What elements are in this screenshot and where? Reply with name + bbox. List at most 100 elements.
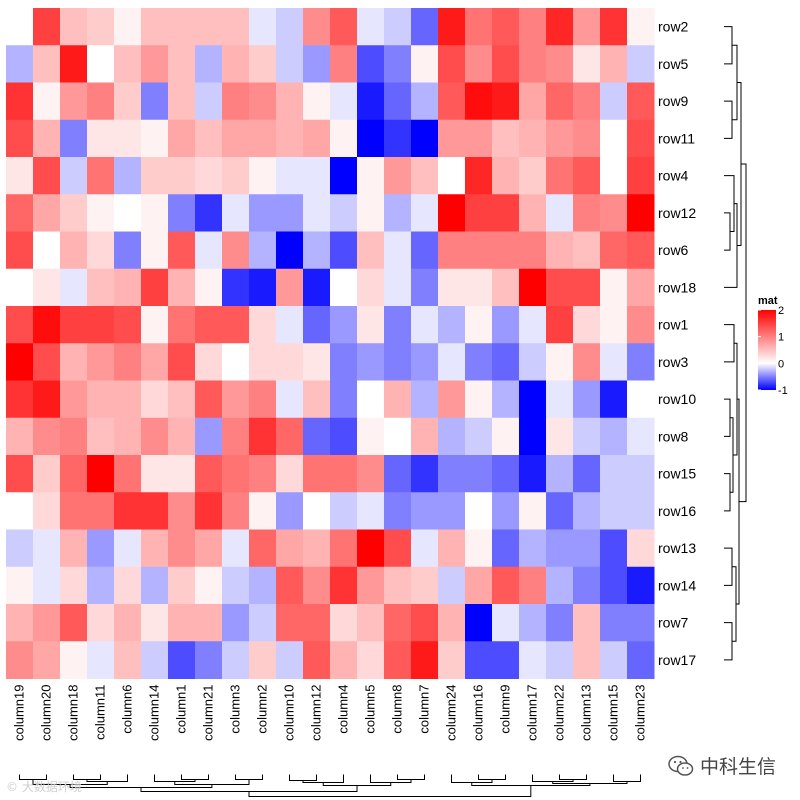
heatmap-cell xyxy=(546,231,574,270)
heatmap-cell xyxy=(6,529,34,568)
column-dendrogram-branch xyxy=(235,774,263,780)
heatmap-cell xyxy=(87,417,115,456)
heatmap-cell xyxy=(60,82,88,121)
heatmap-cell xyxy=(438,641,466,679)
row-label: row7 xyxy=(658,615,689,631)
heatmap-cell xyxy=(357,157,385,195)
heatmap-cell xyxy=(330,82,358,121)
heatmap-cell xyxy=(141,455,169,493)
heatmap-cell xyxy=(276,343,304,381)
column-label: column9 xyxy=(498,685,513,734)
heatmap-cell xyxy=(519,45,547,83)
heatmap-cell xyxy=(195,8,223,46)
column-dendrogram-branch xyxy=(140,785,358,792)
column-label: column4 xyxy=(336,685,351,734)
column-label: column7 xyxy=(417,685,432,734)
heatmap-cell xyxy=(600,641,628,679)
heatmap-cell xyxy=(141,417,169,456)
heatmap-cell xyxy=(114,380,142,419)
heatmap-cell xyxy=(492,566,520,605)
heatmap-cell xyxy=(330,417,358,456)
heatmap-cell xyxy=(438,45,466,83)
heatmap-cell xyxy=(492,82,520,121)
heatmap-cell xyxy=(114,455,142,493)
heatmap-cell xyxy=(222,157,250,195)
heatmap-cell xyxy=(33,231,61,270)
heatmap-cell xyxy=(411,380,439,419)
row-label: row15 xyxy=(658,466,696,482)
heatmap-cell xyxy=(222,566,250,605)
heatmap-cell xyxy=(357,231,385,270)
heatmap-cell xyxy=(87,604,115,642)
heatmap-cell xyxy=(438,194,466,232)
heatmap-cell xyxy=(411,45,439,83)
heatmap-cell xyxy=(222,45,250,83)
heatmap-cell xyxy=(6,455,34,493)
heatmap-cell xyxy=(60,380,88,419)
color-legend: mat 2 1 0 -1 xyxy=(758,295,788,397)
heatmap-cell xyxy=(438,492,466,530)
heatmap-cell xyxy=(465,417,493,456)
heatmap-cell xyxy=(357,119,385,158)
heatmap-cell xyxy=(600,566,628,605)
row-dendrogram-branch xyxy=(724,398,731,437)
heatmap-cell xyxy=(87,194,115,232)
heatmap-cell xyxy=(627,604,655,642)
row-label: row10 xyxy=(658,391,696,407)
heatmap-cell xyxy=(87,45,115,83)
heatmap-cell xyxy=(600,82,628,121)
row-dendrogram-branch xyxy=(732,566,737,642)
heatmap-cell xyxy=(6,417,34,456)
heatmap-cell xyxy=(33,455,61,493)
heatmap-cell xyxy=(465,231,493,270)
row-label: row18 xyxy=(658,279,696,295)
heatmap-cell xyxy=(249,45,277,83)
heatmap-cell xyxy=(303,641,331,679)
heatmap-cell xyxy=(303,119,331,158)
heatmap-cell xyxy=(60,268,88,307)
column-dendrogram-branch xyxy=(532,774,574,782)
column-label: column24 xyxy=(444,685,459,741)
watermark-right-text: 中科生信 xyxy=(700,756,777,778)
heatmap-cell xyxy=(141,45,169,83)
heatmap-cell xyxy=(492,157,520,195)
heatmap-cell xyxy=(438,529,466,568)
heatmap-cell xyxy=(519,529,547,568)
heatmap-cell xyxy=(141,380,169,419)
heatmap-cell xyxy=(600,492,628,530)
heatmap-cell xyxy=(546,604,574,642)
heatmap-cell xyxy=(60,641,88,679)
heatmap-cell xyxy=(87,8,115,46)
row-dendrogram-branch xyxy=(737,82,742,246)
heatmap-cell xyxy=(276,231,304,270)
heatmap-cell xyxy=(87,492,115,530)
heatmap-cell xyxy=(546,82,574,121)
heatmap-cell xyxy=(195,231,223,270)
heatmap-cell xyxy=(114,604,142,642)
heatmap-cell xyxy=(249,268,277,307)
heatmap-cell xyxy=(357,529,385,568)
heatmap-cell xyxy=(357,45,385,83)
heatmap-cell xyxy=(276,641,304,679)
heatmap-cell xyxy=(168,455,196,493)
heatmap-cell xyxy=(492,8,520,46)
heatmap-cell xyxy=(60,492,88,530)
column-label: column14 xyxy=(147,685,162,741)
heatmap-cell xyxy=(303,8,331,46)
column-dendrogram-branch xyxy=(289,774,317,781)
heatmap-cell xyxy=(411,641,439,679)
heatmap-cell xyxy=(492,492,520,530)
heatmap-cell xyxy=(573,157,601,195)
column-label: column21 xyxy=(201,685,216,741)
row-dendrogram-branch xyxy=(724,175,735,232)
heatmap-cell xyxy=(114,119,142,158)
heatmap-cell xyxy=(438,343,466,381)
heatmap-cell xyxy=(33,119,61,158)
heatmap-cell xyxy=(573,8,601,46)
heatmap-cell xyxy=(249,119,277,158)
heatmap-cell xyxy=(438,268,466,307)
row-dendrogram-branch xyxy=(724,547,733,586)
column-dendrogram-branch xyxy=(370,774,412,783)
column-dendrogram-branch xyxy=(86,774,128,782)
heatmap-cell xyxy=(222,455,250,493)
